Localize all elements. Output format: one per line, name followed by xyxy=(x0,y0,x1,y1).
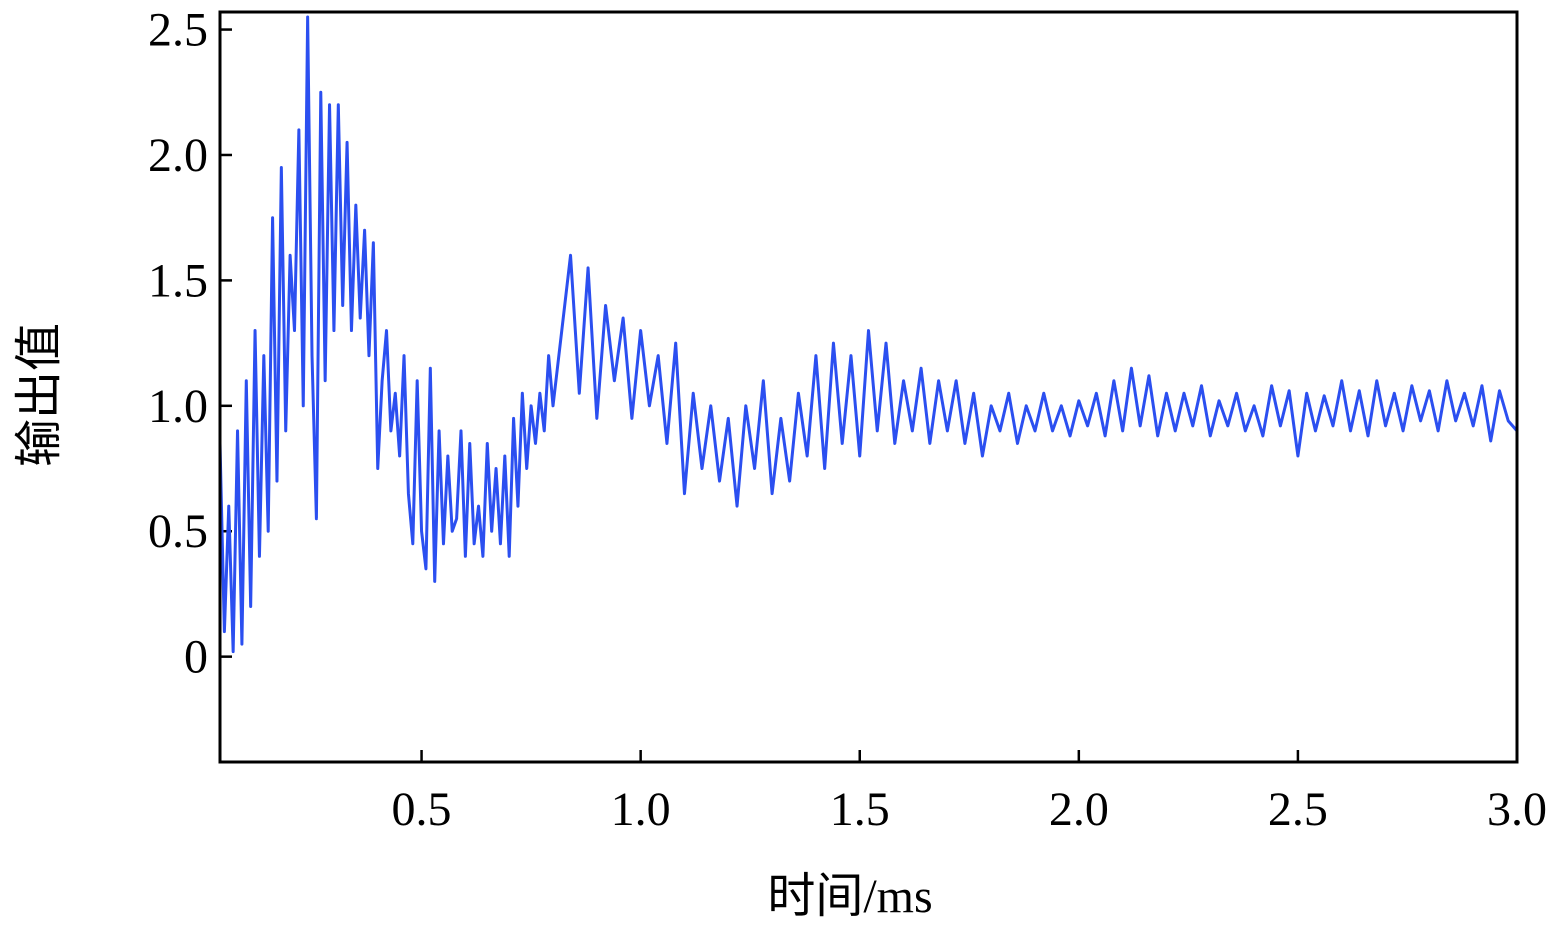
y-tick-label: 0 xyxy=(184,631,208,684)
x-tick-label: 1.0 xyxy=(611,783,671,836)
x-axis-label: 时间/ms xyxy=(767,870,932,923)
x-tick-label: 0.5 xyxy=(392,783,452,836)
y-tick-label: 2.0 xyxy=(148,129,208,182)
x-tick-label: 1.5 xyxy=(830,783,890,836)
y-tick-label: 1.0 xyxy=(148,380,208,433)
plot-frame xyxy=(218,10,1519,764)
data-line xyxy=(218,15,1519,654)
y-axis-label: 输出值 xyxy=(13,323,66,467)
x-tick-label: 2.0 xyxy=(1049,783,1109,836)
x-tick-label: 3.0 xyxy=(1487,783,1547,836)
x-tick-label: 2.5 xyxy=(1268,783,1328,836)
y-tick-label: 0.5 xyxy=(148,505,208,558)
y-tick-label: 2.5 xyxy=(148,4,208,57)
y-tick-label: 1.5 xyxy=(148,254,208,307)
